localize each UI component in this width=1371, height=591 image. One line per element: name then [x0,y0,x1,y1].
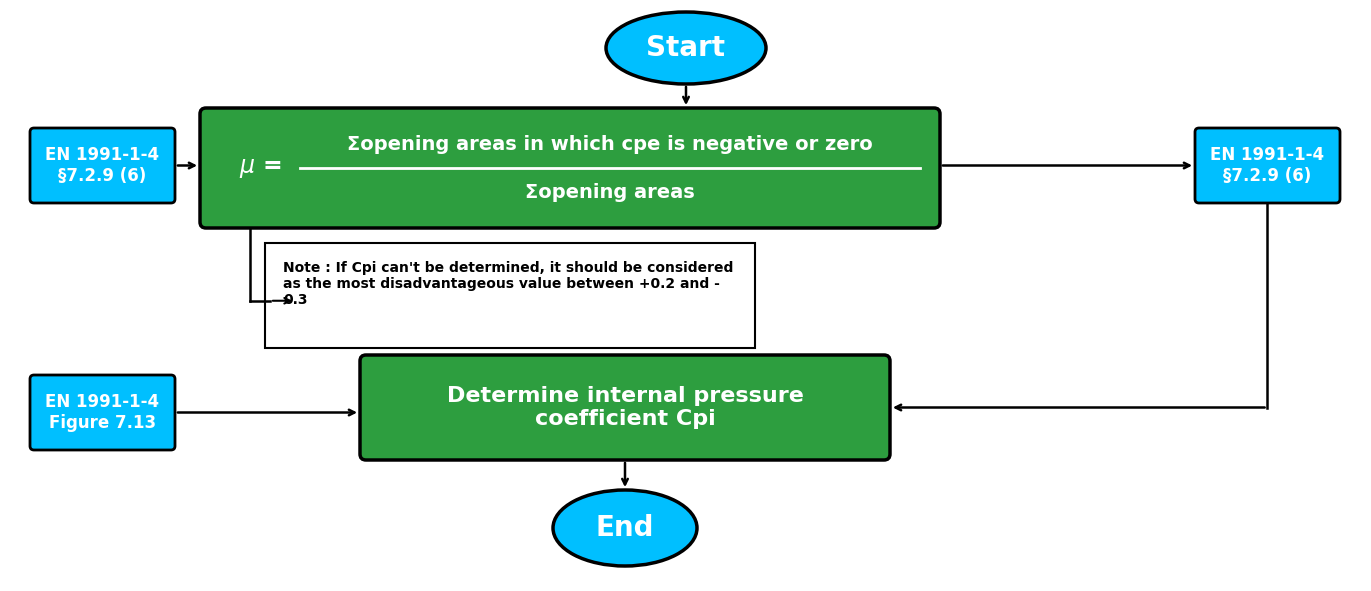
Text: Σopening areas in which cpe is negative or zero: Σopening areas in which cpe is negative … [347,135,873,154]
Text: Note : If Cpi can't be determined, it should be considered
as the most disadvant: Note : If Cpi can't be determined, it sh… [282,261,733,307]
Text: End: End [596,514,654,542]
Ellipse shape [606,12,766,84]
Text: EN 1991-1-4
Figure 7.13: EN 1991-1-4 Figure 7.13 [45,393,159,432]
FancyBboxPatch shape [200,108,941,228]
Text: $\mu$ =: $\mu$ = [239,156,281,180]
Text: Σopening areas: Σopening areas [525,183,695,202]
Bar [265,243,755,348]
Text: Start: Start [647,34,725,62]
FancyBboxPatch shape [361,355,890,460]
FancyBboxPatch shape [30,375,175,450]
Text: EN 1991-1-4
§7.2.9 (6): EN 1991-1-4 §7.2.9 (6) [1211,146,1324,185]
Text: Determine internal pressure
coefficient Cpi: Determine internal pressure coefficient … [447,386,803,429]
Text: EN 1991-1-4
§7.2.9 (6): EN 1991-1-4 §7.2.9 (6) [45,146,159,185]
FancyBboxPatch shape [1196,128,1339,203]
Ellipse shape [553,490,696,566]
FancyBboxPatch shape [30,128,175,203]
